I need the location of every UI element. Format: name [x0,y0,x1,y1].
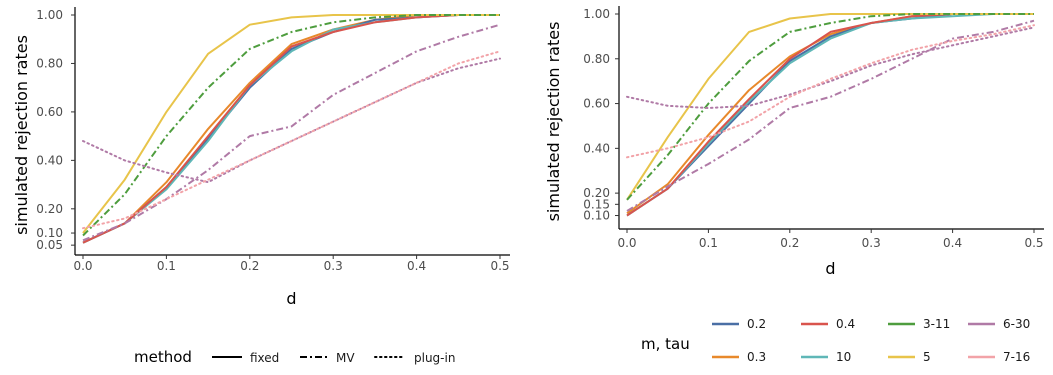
series-line-6-30-MV [82,23,501,242]
series-line-0.2-fixed [626,13,1034,217]
x-tick-label: 0.1 [157,259,176,273]
y-tick-label: 0.10 [583,209,610,223]
x-axis-title: d [286,289,296,308]
x-tick-label: 0.5 [490,259,509,273]
y-tick-label: 0.80 [583,52,610,66]
m-tau-legend-label-10: 10 [836,350,851,364]
x-tick-label: 0.3 [324,259,343,273]
m-tau-legend-label-3-11: 3-11 [923,317,950,331]
series-line-6-30-MV [626,19,1035,212]
series-line-3-11-MV [82,14,500,237]
y-tick-label: 1.00 [583,7,610,21]
series-line-10-fixed [626,13,1034,217]
series-line-0.4-fixed [626,13,1034,217]
m-tau-legend-label-5: 5 [923,350,931,364]
x-tick-label: 0.2 [780,236,799,250]
x-axis-title: d [825,259,835,278]
m-tau-legend-label-0.2: 0.2 [747,317,766,331]
x-tick-label: 0.1 [699,236,718,250]
m-tau-legend-label-0.3: 0.3 [747,350,766,364]
y-tick-label: 0.40 [583,141,610,155]
y-tick-label: 0.20 [583,186,610,200]
m-tau-legend-label-7-16: 7-16 [1003,350,1030,364]
y-tick-label: 0.15 [583,197,610,211]
y-tick-label: 0.60 [36,105,63,119]
x-tick-label: 0.0 [73,259,92,273]
x-tick-label: 0.3 [862,236,881,250]
x-tick-label: 0.5 [1024,236,1043,250]
x-tick-label: 0.2 [240,259,259,273]
series-line-6-30-plug-in [626,26,1035,109]
m-tau-legend-label-6-30: 6-30 [1003,317,1030,331]
y-tick-label: 0.80 [36,56,63,70]
y-tick-label: 1.00 [36,8,63,22]
method-legend-label-plug-in: plug-in [414,351,455,365]
y-tick-label: 0.05 [36,238,63,252]
x-tick-label: 0.0 [617,236,636,250]
left-chart-panel: 0.050.10 0.20 0.40 0.60 0.80 1.00 0.0 0.1 0.2 0.3… [12,7,510,308]
series-line-3-11-MV [626,13,1034,201]
series-line-7-16-plug-in [626,24,1035,159]
y-tick-label: 0.40 [36,153,63,167]
method-legend-title: method [134,348,192,366]
m-tau-legend-label-0.4: 0.4 [836,317,855,331]
series-line-0.3-fixed [626,13,1034,215]
method-legend: method fixed MV plug-in [134,348,455,366]
method-legend-label-fixed: fixed [250,351,279,365]
y-axis-title: simulated rejection rates [544,22,563,222]
y-tick-label: 0.60 [583,97,610,111]
right-chart-panel: 0.100.150.20 0.40 0.60 0.80 1.00 0.0 0.1 0.2 0.3… [544,6,1044,278]
series-line-7-16-plug-in [82,50,501,230]
y-tick-label: 0.10 [36,226,63,240]
x-tick-label: 0.4 [943,236,962,250]
method-legend-label-MV: MV [336,351,355,365]
m-tau-legend-title: m, tau [641,335,690,353]
series-line-0.4-fixed [82,14,500,244]
x-tick-label: 0.4 [407,259,426,273]
y-tick-label: 0.20 [36,202,63,216]
series-line-5-fixed [626,13,1034,201]
y-axis-title: simulated rejection rates [12,35,31,235]
m-tau-legend: m, tau 0.2 0.4 3-11 6-30 0.3 10 5 7-16 [641,317,1030,364]
